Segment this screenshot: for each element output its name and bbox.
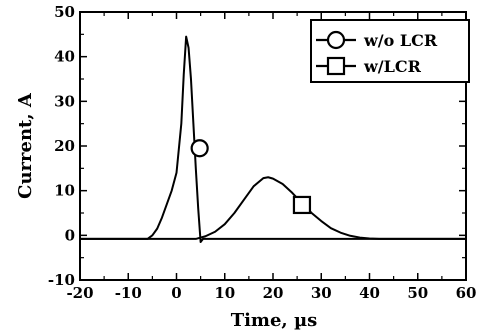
series-layer <box>80 35 466 244</box>
y-tick-label: 0 <box>65 226 75 244</box>
legend-marker-square <box>326 56 346 76</box>
series-marker-circle <box>190 139 209 158</box>
y-tick-label: 20 <box>54 137 75 155</box>
x-tick-label: 60 <box>456 284 477 302</box>
x-axis-label: Time, µs <box>231 310 318 331</box>
legend-label-w-o-lcr: w/o LCR <box>363 31 438 50</box>
legend: w/o LCR w/LCR <box>310 19 470 83</box>
y-tick-label: 40 <box>54 48 75 66</box>
y-tick-label: 50 <box>54 3 75 21</box>
y-tick-label: -10 <box>48 271 75 289</box>
series-marker-square <box>292 195 312 215</box>
x-tick-label: 20 <box>263 284 284 302</box>
series-line-0 <box>80 35 466 244</box>
x-tick-label: 50 <box>407 284 428 302</box>
x-tick-label: -10 <box>115 284 142 302</box>
x-tick-label: 40 <box>359 284 380 302</box>
x-tick-label: 30 <box>311 284 332 302</box>
y-tick-label: 10 <box>54 182 75 200</box>
series-line-1 <box>80 176 466 240</box>
legend-label-w-lcr: w/LCR <box>363 57 422 76</box>
legend-marker-circle <box>326 30 346 50</box>
x-tick-label: -20 <box>66 284 93 302</box>
x-tick-label: 0 <box>171 284 181 302</box>
y-axis-label: Current, A <box>15 92 36 199</box>
y-tick-label: 30 <box>54 92 75 110</box>
x-tick-label: 10 <box>214 284 235 302</box>
